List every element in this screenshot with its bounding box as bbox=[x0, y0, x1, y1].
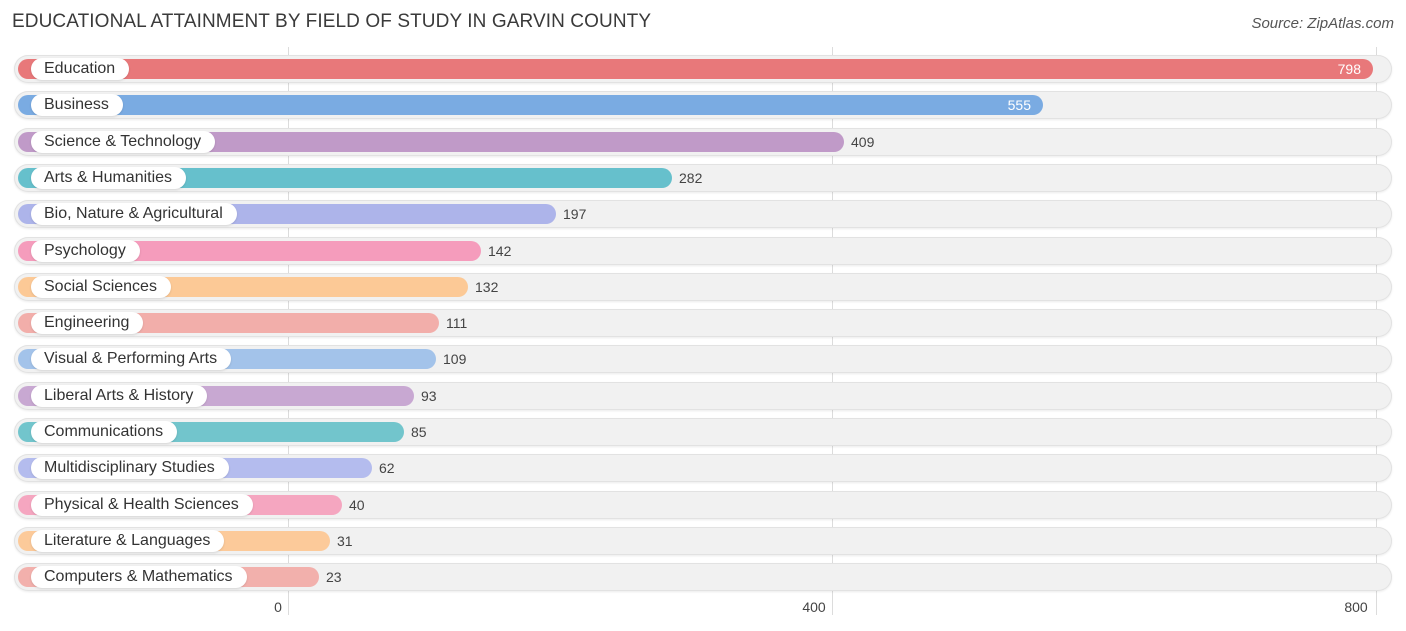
bar bbox=[18, 59, 1373, 79]
x-tick-label: 800 bbox=[1344, 599, 1368, 615]
category-label: Computers & Mathematics bbox=[31, 566, 247, 588]
category-label: Bio, Nature & Agricultural bbox=[31, 203, 237, 225]
data-label: 109 bbox=[443, 351, 467, 367]
category-label: Education bbox=[31, 58, 130, 80]
data-label: 62 bbox=[379, 460, 395, 476]
x-tick-label: 0 bbox=[274, 599, 282, 615]
data-label: 31 bbox=[337, 533, 353, 549]
category-label: Literature & Languages bbox=[31, 530, 225, 552]
x-tick-label: 400 bbox=[802, 599, 826, 615]
category-label: Arts & Humanities bbox=[31, 167, 187, 189]
data-label: 409 bbox=[851, 134, 875, 150]
data-label: 132 bbox=[475, 279, 499, 295]
category-label: Business bbox=[31, 94, 123, 116]
category-label: Social Sciences bbox=[31, 276, 171, 298]
chart-title: EDUCATIONAL ATTAINMENT BY FIELD OF STUDY… bbox=[12, 11, 652, 32]
data-label: 93 bbox=[421, 388, 437, 404]
category-label: Multidisciplinary Studies bbox=[31, 457, 229, 479]
data-label: 555 bbox=[1007, 97, 1031, 113]
category-label: Engineering bbox=[31, 312, 144, 334]
category-label: Psychology bbox=[31, 240, 140, 262]
bar bbox=[18, 132, 844, 152]
chart-source: Source: ZipAtlas.com bbox=[1251, 15, 1394, 32]
data-label: 142 bbox=[488, 243, 512, 259]
bar bbox=[18, 95, 1043, 115]
data-label: 282 bbox=[679, 170, 703, 186]
category-label: Science & Technology bbox=[31, 131, 216, 153]
data-label: 798 bbox=[1337, 61, 1361, 77]
category-label: Physical & Health Sciences bbox=[31, 494, 253, 516]
category-label: Liberal Arts & History bbox=[31, 385, 208, 407]
data-label: 85 bbox=[411, 424, 427, 440]
data-label: 23 bbox=[326, 569, 342, 585]
data-label: 111 bbox=[446, 315, 468, 331]
category-label: Communications bbox=[31, 421, 178, 443]
category-label: Visual & Performing Arts bbox=[31, 348, 232, 370]
data-label: 40 bbox=[349, 497, 365, 513]
data-label: 197 bbox=[563, 206, 587, 222]
